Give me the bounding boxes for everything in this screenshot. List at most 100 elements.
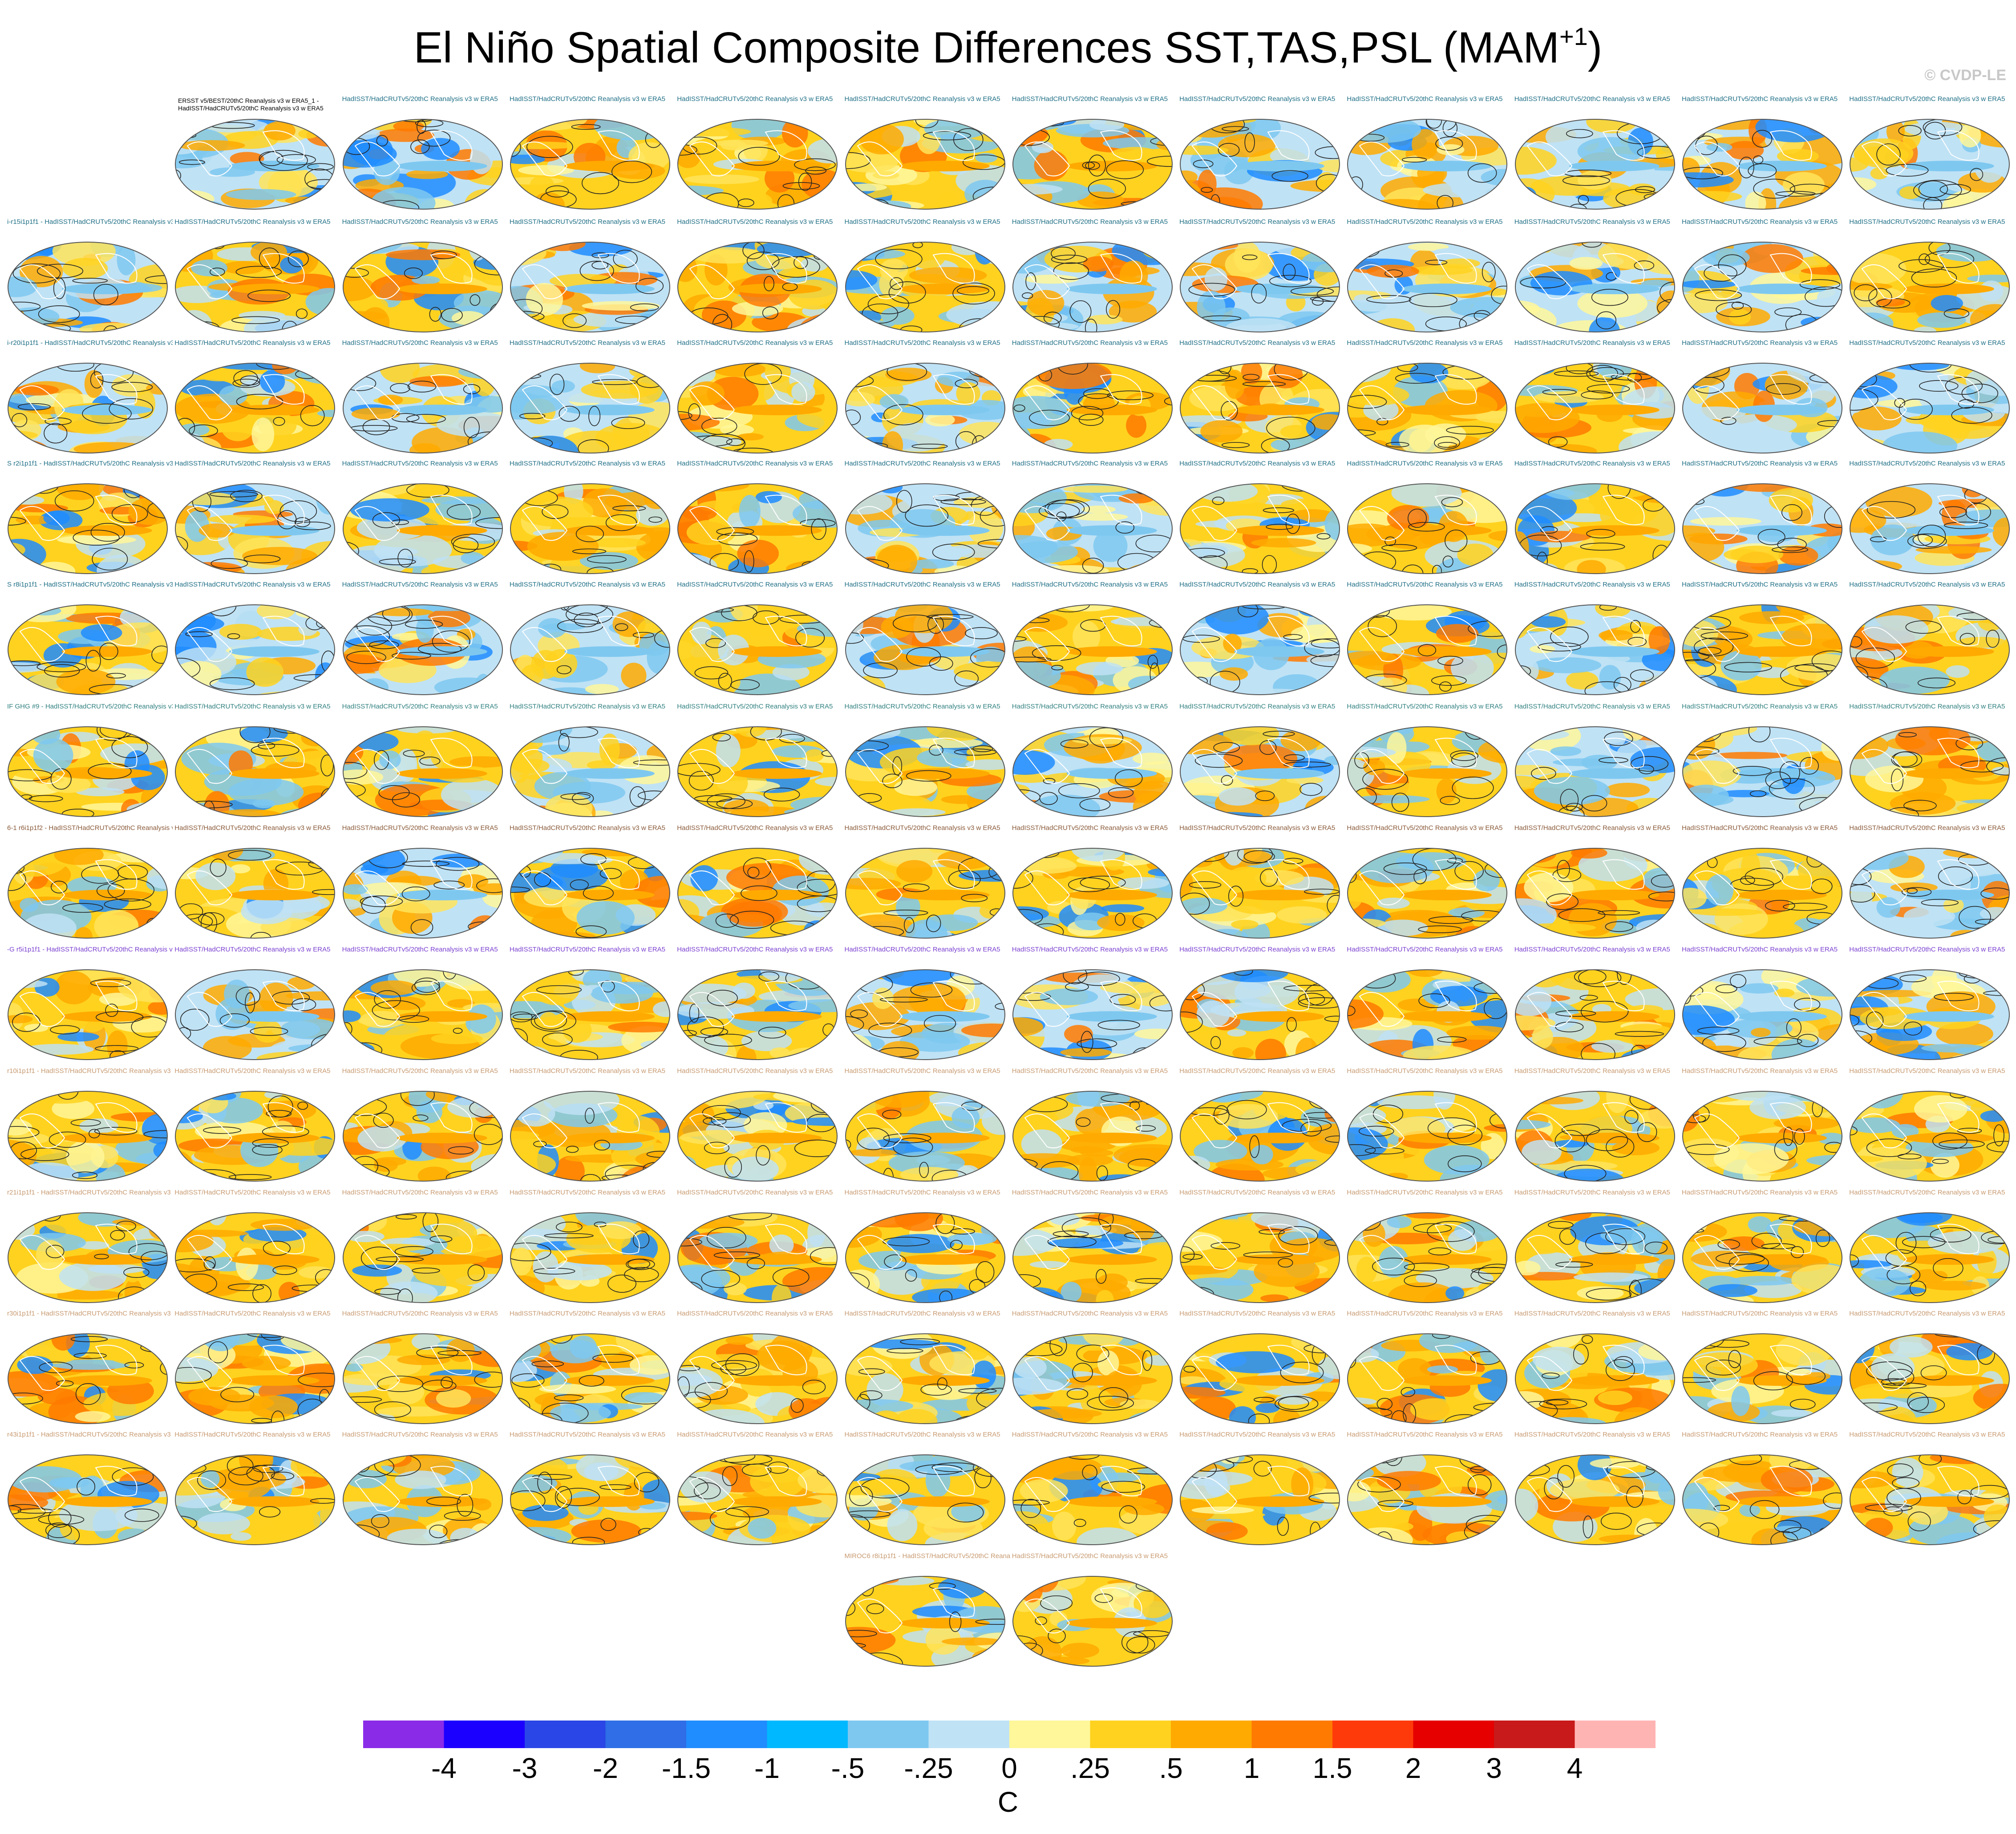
map-panel <box>845 1333 1005 1424</box>
map-panel <box>1514 1091 1675 1182</box>
map-panel <box>677 726 838 817</box>
map-panel <box>1180 1091 1340 1182</box>
panel-label: HadISST/HadCRUTv5/20thC Reanalysis v3 w … <box>509 218 666 226</box>
panel-label: HadISST/HadCRUTv5/20thC Reanalysis v3 w … <box>1514 703 1670 710</box>
panel-label: HadISST/HadCRUTv5/20thC Reanalysis v3 w … <box>1179 460 1336 467</box>
map-panel <box>342 242 503 332</box>
panel-label: HadISST/HadCRUTv5/20thC Reanalysis v3 w … <box>1849 824 2005 832</box>
panel-label: HadISST/HadCRUTv5/20thC Reanalysis v3 w … <box>342 1067 498 1075</box>
map-panel <box>1682 363 1842 453</box>
map-panel <box>510 483 670 574</box>
colorbar-tick-label: 0 <box>1001 1752 1017 1784</box>
panel-label: HadISST/HadCRUTv5/20thC Reanalysis v3 w … <box>1682 1189 1838 1196</box>
panel-label: HadISST/HadCRUTv5/20thC Reanalysis v3 w … <box>174 460 331 467</box>
panel-label: HadISST/HadCRUTv5/20thC Reanalysis v3 w … <box>1179 1310 1336 1317</box>
map-panel <box>677 242 838 332</box>
colorbar-tick-label: .25 <box>1070 1752 1110 1784</box>
panel-label: MIROC6 r8i1p1f1 - HadISST/HadCRUTv5/20th… <box>844 1552 1010 1560</box>
panel-label: HadISST/HadCRUTv5/20thC Reanalysis v3 w … <box>844 460 1000 467</box>
map-panel <box>845 726 1005 817</box>
map-panel <box>1012 1576 1173 1667</box>
panel-label: HadISST/HadCRUTv5/20thC Reanalysis v3 w … <box>1179 95 1336 103</box>
map-panel <box>8 604 168 695</box>
panel-label: HadISST/HadCRUTv5/20thC Reanalysis v3 w … <box>844 1067 1000 1075</box>
colorbar-segment <box>1413 1721 1494 1748</box>
panel-label: HadISST/HadCRUTv5/20thC Reanalysis v3 w … <box>1012 1552 1168 1560</box>
map-panel <box>342 483 503 574</box>
map-panel <box>8 969 168 1060</box>
panel-label: HadISST/HadCRUTv5/20thC Reanalysis v3 w … <box>1682 1067 1838 1075</box>
panel-label: HadISST/HadCRUTv5/20thC Reanalysis v3 w … <box>1347 1189 1503 1196</box>
panel-label: HadISST/HadCRUTv5/20thC Reanalysis v3 w … <box>1012 339 1168 347</box>
panel-label: HadISST/HadCRUTv5/20thC Reanalysis v3 w … <box>844 1189 1000 1196</box>
map-panel <box>845 969 1005 1060</box>
map-panel <box>1012 119 1173 210</box>
panel-label: HadISST/HadCRUTv5/20thC Reanalysis v3 w … <box>174 824 331 832</box>
colorbar-segment <box>928 1721 1010 1748</box>
panel-label: HadISST/HadCRUTv5/20thC Reanalysis v3 w … <box>677 1067 833 1075</box>
panel-label: HadISST/HadCRUTv5/20thC Reanalysis v3 w … <box>677 824 833 832</box>
map-panel <box>175 242 336 332</box>
map-panel <box>1514 1454 1675 1545</box>
panel-label: HadISST/HadCRUTv5/20thC Reanalysis v3 w … <box>1347 946 1503 953</box>
colorbar-segment <box>605 1721 687 1748</box>
map-panel <box>1180 1333 1340 1424</box>
panel-label: HadISST/HadCRUTv5/20thC Reanalysis v3 w … <box>1179 1431 1336 1438</box>
panel-label: HadISST/HadCRUTv5/20thC Reanalysis v3 w … <box>844 218 1000 226</box>
colorbar-segment <box>767 1721 848 1748</box>
map-panel <box>845 363 1005 453</box>
map-panel <box>1514 1212 1675 1303</box>
map-panel <box>510 363 670 453</box>
map-panel <box>1514 119 1675 210</box>
map-panel <box>845 848 1005 939</box>
map-panel <box>510 242 670 332</box>
first-panel-label: ERSST v5/BEST/20thC Reanalysis v3 w ERA5… <box>178 97 324 112</box>
map-panel <box>510 848 670 939</box>
map-panel <box>845 1212 1005 1303</box>
panel-label: HadISST/HadCRUTv5/20thC Reanalysis v3 w … <box>1347 824 1503 832</box>
panel-label: HadISST/HadCRUTv5/20thC Reanalysis v3 w … <box>174 703 331 710</box>
panel-label: HadISST/HadCRUTv5/20thC Reanalysis v3 w … <box>1347 460 1503 467</box>
panel-label: HadISST/HadCRUTv5/20thC Reanalysis v3 w … <box>1682 581 1838 588</box>
map-panel <box>1012 1333 1173 1424</box>
map-panel <box>1850 1212 2010 1303</box>
colorbar-segment <box>686 1721 767 1748</box>
map-panel <box>845 604 1005 695</box>
map-panel <box>1514 1333 1675 1424</box>
map-panel <box>1180 242 1340 332</box>
panel-label: HadISST/HadCRUTv5/20thC Reanalysis v3 w … <box>342 1189 498 1196</box>
map-panel <box>510 1333 670 1424</box>
figure-title: El Niño Spatial Composite Differences SS… <box>0 12 2016 74</box>
panel-label: HadISST/HadCRUTv5/20thC Reanalysis v3 w … <box>509 946 666 953</box>
panel-label: HadISST/HadCRUTv5/20thC Reanalysis v3 w … <box>677 460 833 467</box>
colorbar-tick-label: -4 <box>431 1752 457 1784</box>
colorbar-segment <box>1575 1721 1656 1748</box>
panel-label: HadISST/HadCRUTv5/20thC Reanalysis v3 w … <box>174 218 331 226</box>
map-panel <box>8 1454 168 1545</box>
panel-label: HadISST/HadCRUTv5/20thC Reanalysis v3 w … <box>1514 218 1670 226</box>
map-panel <box>1012 726 1173 817</box>
panel-label: HadISST/HadCRUTv5/20thC Reanalysis v3 w … <box>677 339 833 347</box>
panel-label: HadISST/HadCRUTv5/20thC Reanalysis v3 w … <box>1179 703 1336 710</box>
panel-label: HadISST/HadCRUTv5/20thC Reanalysis v3 w … <box>844 703 1000 710</box>
map-panel <box>1180 604 1340 695</box>
panel-label: r21i1p1f1 - HadISST/HadCRUTv5/20thC Rean… <box>7 1189 173 1196</box>
map-panel <box>677 1454 838 1545</box>
colorbar-segment <box>1494 1721 1575 1748</box>
map-panel <box>1180 483 1340 574</box>
map-panel <box>1682 242 1842 332</box>
map-panel <box>1682 1091 1842 1182</box>
map-panel <box>1180 1212 1340 1303</box>
panel-label: HadISST/HadCRUTv5/20thC Reanalysis v3 w … <box>342 581 498 588</box>
panel-label: HadISST/HadCRUTv5/20thC Reanalysis v3 w … <box>509 1310 666 1317</box>
panel-label: HadISST/HadCRUTv5/20thC Reanalysis v3 w … <box>1012 581 1168 588</box>
panel-label: HadISST/HadCRUTv5/20thC Reanalysis v3 w … <box>1347 95 1503 103</box>
map-panel <box>1682 1333 1842 1424</box>
map-panel <box>1012 242 1173 332</box>
colorbar-tick-label: 3 <box>1486 1752 1502 1784</box>
panel-label: -G r5i1p1f1 - HadISST/HadCRUTv5/20thC Re… <box>7 946 173 953</box>
map-panel <box>1682 969 1842 1060</box>
panel-label: HadISST/HadCRUTv5/20thC Reanalysis v3 w … <box>1179 824 1336 832</box>
map-panel <box>1180 848 1340 939</box>
map-panel <box>1850 119 2010 210</box>
